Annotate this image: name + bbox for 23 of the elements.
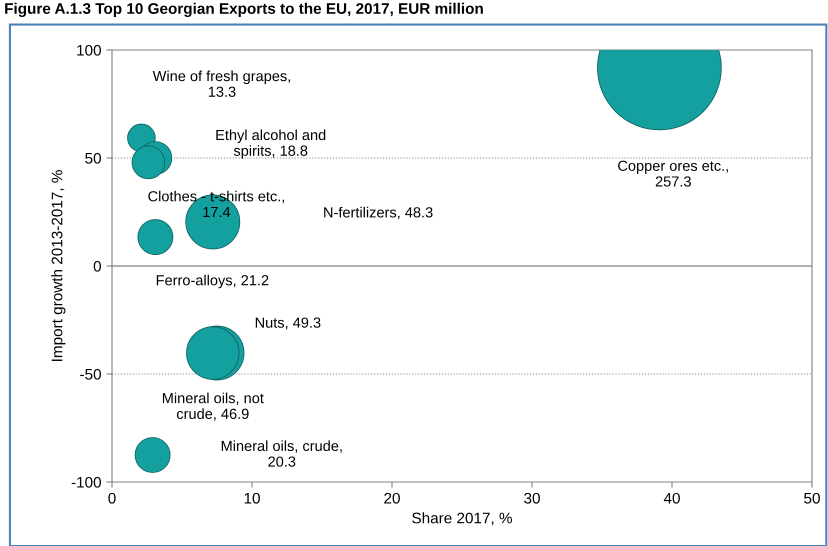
x-tick-label: 0 <box>108 492 116 504</box>
y-tick-label: 100 <box>77 44 101 56</box>
annotation: Wine of fresh grapes, 13.3 <box>152 70 290 97</box>
annotation: Clothes - t-shirts etc., 17.4 <box>148 190 284 217</box>
x-tick-label: 20 <box>384 492 400 504</box>
annotation: Ethyl alcohol and spirits, 18.8 <box>216 129 326 159</box>
y-tick-label: 0 <box>94 260 101 272</box>
annotation: Nuts, 49.3 <box>256 317 320 330</box>
x-axis-title: Share 2017, % <box>412 512 512 526</box>
annotation: Mineral oils, crude, 20.3 <box>222 440 342 467</box>
x-tick-label: 40 <box>664 492 680 504</box>
y-tick-label: 50 <box>85 152 101 164</box>
x-tick-label: 30 <box>524 492 540 504</box>
x-tick-label: 50 <box>804 492 820 504</box>
annotation: Mineral oils, not crude, 46.9 <box>162 392 264 421</box>
y-axis-title: Import growth 2013-2017, % <box>51 170 66 361</box>
chart-title: Figure A.1.3 Top 10 Georgian Exports to the EU, 2017, EUR million <box>5 2 483 18</box>
annotation: N-fertilizers, 48.3 <box>324 206 433 220</box>
x-tick-label: 10 <box>244 492 260 504</box>
y-tick-label: -100 <box>72 476 101 488</box>
annotation: Ferro-alloys, 21.2 <box>156 274 268 288</box>
annotation: Copper ores etc., 257.3 <box>618 160 728 187</box>
y-tick-label: -50 <box>80 368 101 380</box>
